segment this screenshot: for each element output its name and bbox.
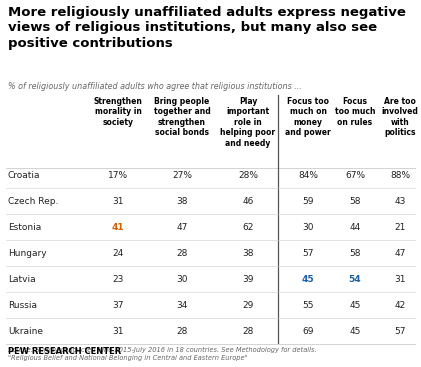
Text: 28: 28 xyxy=(242,327,254,335)
Text: 24: 24 xyxy=(112,248,124,258)
Text: 45: 45 xyxy=(349,327,361,335)
Text: 59: 59 xyxy=(302,196,314,206)
Text: 37: 37 xyxy=(112,301,124,309)
Text: 38: 38 xyxy=(176,196,188,206)
Text: 69: 69 xyxy=(302,327,314,335)
Text: Source: Survey conducted June 2015-July 2016 in 18 countries. See Methodology fo: Source: Survey conducted June 2015-July … xyxy=(8,347,317,361)
Text: 31: 31 xyxy=(394,275,406,283)
Text: 21: 21 xyxy=(394,222,406,232)
Text: Latvia: Latvia xyxy=(8,275,36,283)
Text: 54: 54 xyxy=(349,275,361,283)
Text: 57: 57 xyxy=(394,327,406,335)
Text: 88%: 88% xyxy=(390,171,410,179)
Text: 28%: 28% xyxy=(238,171,258,179)
Text: Strengthen
morality in
society: Strengthen morality in society xyxy=(93,97,142,127)
Text: 23: 23 xyxy=(112,275,124,283)
Text: PEW RESEARCH CENTER: PEW RESEARCH CENTER xyxy=(8,348,121,356)
Text: Russia: Russia xyxy=(8,301,37,309)
Text: 27%: 27% xyxy=(172,171,192,179)
Text: Czech Rep.: Czech Rep. xyxy=(8,196,59,206)
Text: 47: 47 xyxy=(176,222,188,232)
Text: 45: 45 xyxy=(349,301,361,309)
Text: 41: 41 xyxy=(112,222,124,232)
Text: 29: 29 xyxy=(242,301,254,309)
Text: 58: 58 xyxy=(349,196,361,206)
Text: 30: 30 xyxy=(302,222,314,232)
Text: 28: 28 xyxy=(176,248,188,258)
Text: 34: 34 xyxy=(176,301,188,309)
Text: Play
important
role in
helping poor
and needy: Play important role in helping poor and … xyxy=(221,97,276,148)
Text: Are too
involved
with
politics: Are too involved with politics xyxy=(381,97,418,137)
Text: 62: 62 xyxy=(242,222,254,232)
Text: 57: 57 xyxy=(302,248,314,258)
Text: 38: 38 xyxy=(242,248,254,258)
Text: 43: 43 xyxy=(394,196,406,206)
Text: 58: 58 xyxy=(349,248,361,258)
Text: 42: 42 xyxy=(394,301,405,309)
Text: Bring people
together and
strengthen
social bonds: Bring people together and strengthen soc… xyxy=(154,97,210,137)
Text: 46: 46 xyxy=(242,196,254,206)
Text: Focus
too much
on rules: Focus too much on rules xyxy=(335,97,375,127)
Text: Ukraine: Ukraine xyxy=(8,327,43,335)
Text: Focus too
much on
money
and power: Focus too much on money and power xyxy=(285,97,331,137)
Text: 39: 39 xyxy=(242,275,254,283)
Text: Hungary: Hungary xyxy=(8,248,47,258)
Text: More religiously unaffiliated adults express negative
views of religious institu: More religiously unaffiliated adults exp… xyxy=(8,6,406,50)
Text: 28: 28 xyxy=(176,327,188,335)
Text: 45: 45 xyxy=(302,275,314,283)
Text: Croatia: Croatia xyxy=(8,171,40,179)
Text: 55: 55 xyxy=(302,301,314,309)
Text: 84%: 84% xyxy=(298,171,318,179)
Text: 67%: 67% xyxy=(345,171,365,179)
Text: 31: 31 xyxy=(112,327,124,335)
Text: 31: 31 xyxy=(112,196,124,206)
Text: 44: 44 xyxy=(349,222,361,232)
Text: 47: 47 xyxy=(394,248,406,258)
Text: Estonia: Estonia xyxy=(8,222,41,232)
Text: % of religiously unaffiliated adults who agree that religious institutions ...: % of religiously unaffiliated adults who… xyxy=(8,82,302,91)
Text: 17%: 17% xyxy=(108,171,128,179)
Text: 30: 30 xyxy=(176,275,188,283)
